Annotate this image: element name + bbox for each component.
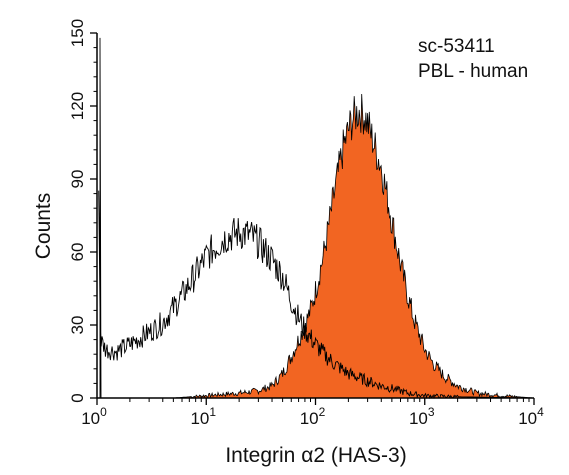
- x-tick-label: 102: [300, 405, 326, 428]
- y-axis-title: Counts: [32, 193, 55, 260]
- control-histogram: [98, 37, 534, 400]
- x-axis-title: Integrin α2 (HAS-3): [225, 444, 406, 467]
- y-tick-label: 90: [68, 170, 87, 189]
- y-tick-label: 150: [68, 19, 87, 47]
- stained-histogram: [97, 93, 535, 399]
- y-tick-label: 0: [68, 393, 87, 402]
- x-tick-label: 103: [409, 405, 435, 428]
- y-tick-label: 120: [68, 92, 87, 120]
- x-tick-label: 100: [81, 405, 107, 428]
- x-tick-label: 104: [518, 405, 544, 428]
- y-tick-label: 60: [68, 243, 87, 262]
- y-tick-label: 30: [68, 316, 87, 335]
- annotation-line-2: PBL - human: [418, 61, 528, 82]
- plot-area: [97, 37, 535, 400]
- x-tick-label: 101: [190, 405, 216, 428]
- annotation-line-1: sc-53411: [418, 36, 495, 57]
- labels: sc-53411 PBL - human Integrin α2 (HAS-3)…: [32, 36, 528, 467]
- axes: 0 30 60 90 120 150 100 101 102 103 104: [68, 19, 544, 428]
